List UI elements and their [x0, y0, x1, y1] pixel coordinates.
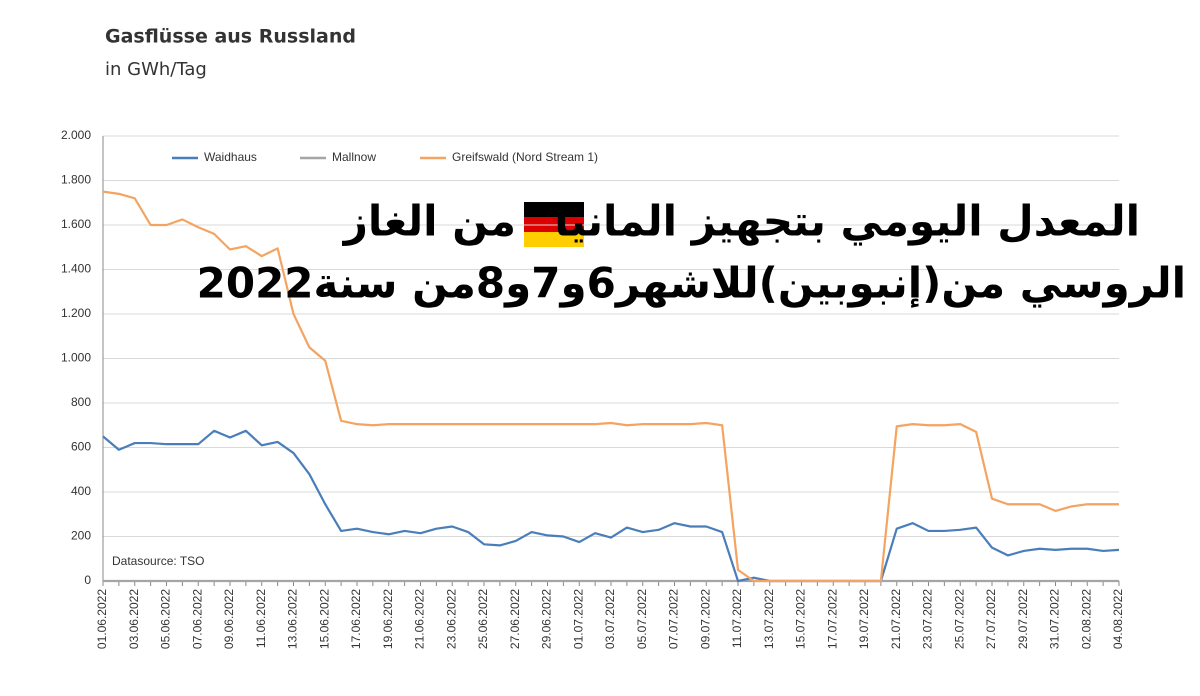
annotation: Datasource: TSO: [112, 554, 204, 568]
y-tick-label: 1.200: [61, 306, 91, 320]
y-tick-label: 0: [84, 573, 91, 587]
y-tick-label: 1.000: [61, 351, 91, 365]
chart-subtitle: in GWh/Tag: [105, 59, 207, 80]
x-tick-label: 03.07.2022: [603, 589, 617, 649]
x-tick-label: 17.07.2022: [825, 589, 839, 649]
x-tick-label: 15.07.2022: [794, 589, 808, 649]
x-tick-label: 17.06.2022: [349, 589, 363, 649]
chart-title: Gasflüsse aus Russland: [105, 26, 356, 48]
x-tick-label: 29.06.2022: [540, 589, 554, 649]
x-tick-label: 05.07.2022: [635, 589, 649, 649]
x-tick-label: 27.07.2022: [984, 589, 998, 649]
line-series: [102, 429, 1120, 583]
x-tick-label: 21.06.2022: [413, 589, 427, 649]
x-tick-label: 23.07.2022: [921, 589, 935, 649]
x-tick-label: 13.07.2022: [762, 589, 776, 649]
legend-label: Mallnow: [332, 150, 376, 164]
x-tick-label: 19.07.2022: [857, 589, 871, 649]
x-tick-label: 29.07.2022: [1016, 589, 1030, 649]
x-tick-label: 13.06.2022: [286, 589, 300, 649]
y-tick-label: 200: [71, 529, 91, 543]
x-tick-label: 25.06.2022: [476, 589, 490, 649]
x-tick-label: 07.07.2022: [667, 589, 681, 649]
line-series: [102, 190, 1119, 583]
overlay-text: المعدل اليومي بتجهيز المانيا: [554, 197, 1140, 247]
x-tick-label: 15.06.2022: [317, 589, 331, 649]
y-tick-label: 1.800: [61, 173, 91, 187]
y-tick-label: 2.000: [61, 128, 91, 142]
x-tick-label: 31.07.2022: [1048, 589, 1062, 649]
y-tick-label: 600: [71, 440, 91, 454]
x-tick-label: 23.06.2022: [444, 589, 458, 649]
x-tick-label: 19.06.2022: [381, 589, 395, 649]
x-tick-label: 27.06.2022: [508, 589, 522, 649]
x-tick-label: 09.07.2022: [698, 589, 712, 649]
x-tick-label: 21.07.2022: [889, 589, 903, 649]
x-tick-label: 04.08.2022: [1111, 589, 1125, 649]
legend-label: Waidhaus: [204, 150, 257, 164]
y-tick-label: 800: [71, 395, 91, 409]
x-tick-label: 25.07.2022: [952, 589, 966, 649]
x-tick-label: 01.07.2022: [571, 589, 585, 649]
y-tick-label: 1.600: [61, 217, 91, 231]
x-tick-label: 09.06.2022: [222, 589, 236, 649]
x-tick-label: 11.07.2022: [730, 589, 744, 648]
legend-label: Greifswald (Nord Stream 1): [452, 150, 598, 164]
y-tick-label: 1.400: [61, 262, 91, 276]
y-tick-label: 400: [71, 484, 91, 498]
overlay-text: الروسي من(إنبوبين)للاشهر6و7و8من سنة2022: [197, 259, 1186, 309]
overlay-text: من الغاز: [342, 197, 516, 247]
x-tick-label: 03.06.2022: [127, 589, 141, 649]
x-tick-label: 07.06.2022: [190, 589, 204, 649]
x-tick-label: 01.06.2022: [95, 589, 109, 649]
x-tick-label: 05.06.2022: [159, 589, 173, 649]
x-tick-label: 02.08.2022: [1079, 589, 1093, 649]
x-tick-label: 11.06.2022: [254, 589, 268, 648]
